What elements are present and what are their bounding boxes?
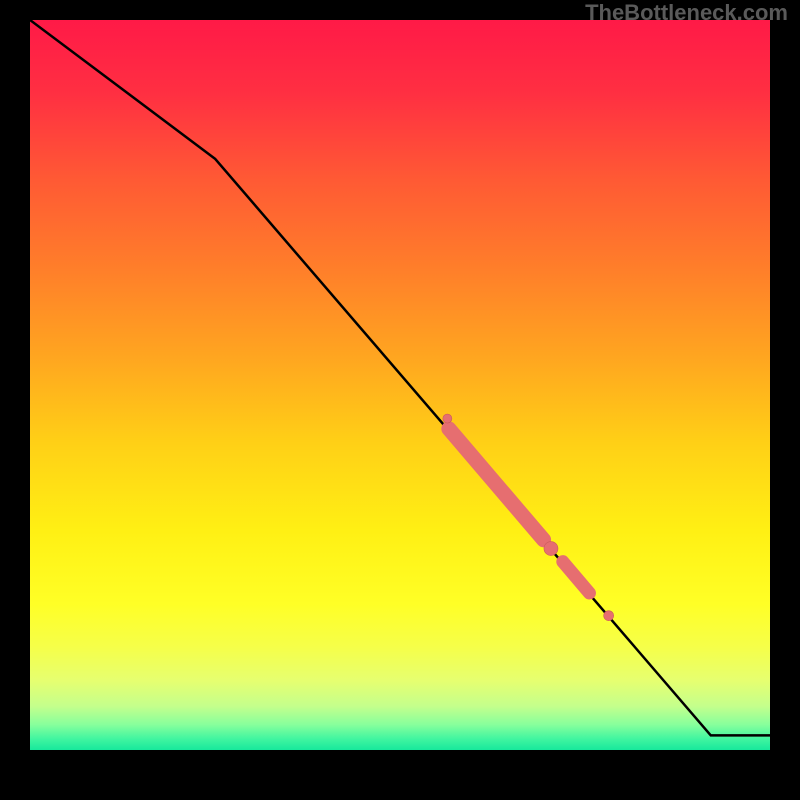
main-line xyxy=(30,20,770,735)
marker-segment-3 xyxy=(563,562,590,593)
marker-dot-2 xyxy=(544,542,558,556)
plot-area xyxy=(30,20,770,750)
chart-svg xyxy=(30,20,770,750)
marker-segment-0 xyxy=(449,429,544,540)
marker-dot-4 xyxy=(604,611,614,621)
watermark-text: TheBottleneck.com xyxy=(585,0,788,26)
chart-container: TheBottleneck.com xyxy=(0,0,800,800)
marker-dot-1 xyxy=(443,414,452,423)
